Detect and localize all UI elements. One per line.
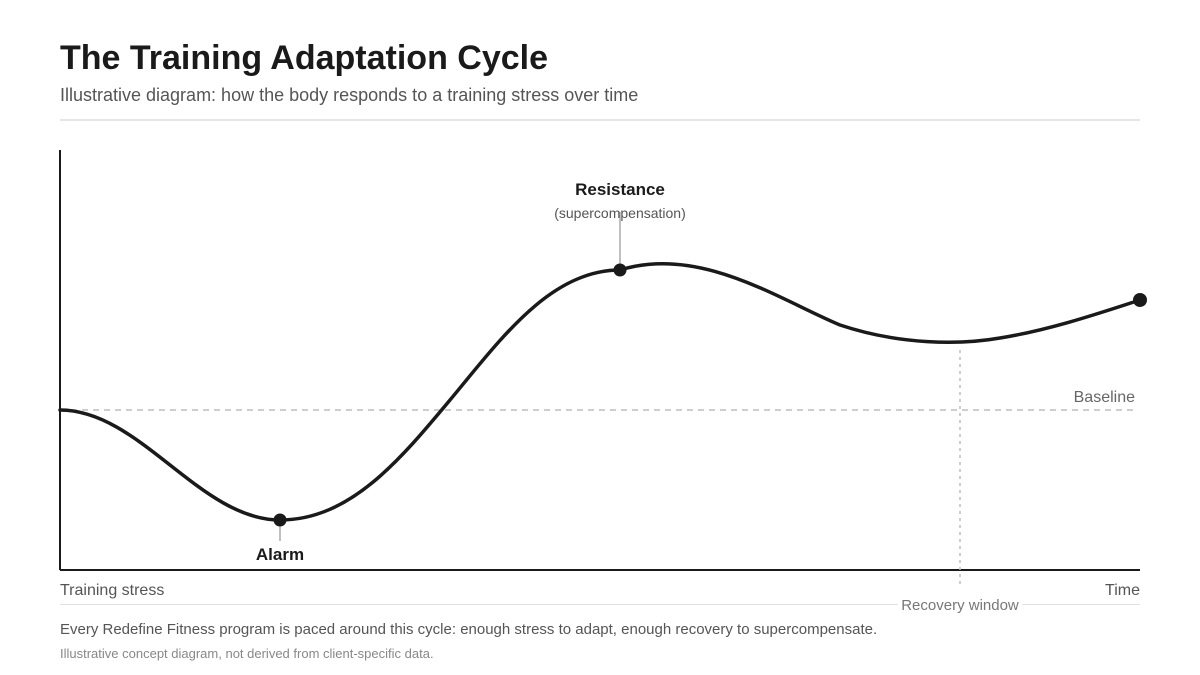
footer-disclaimer: Illustrative concept diagram, not derive… — [60, 646, 434, 661]
page-title: The Training Adaptation Cycle — [60, 39, 549, 77]
x-axis-end-label: Time — [1105, 582, 1140, 599]
adaptation-curve — [58, 261, 1142, 522]
resistance-label: Resistance — [575, 180, 665, 199]
x-axis-start-label: Training stress — [60, 582, 164, 599]
alarm-point — [273, 513, 287, 527]
header-divider — [60, 119, 1140, 121]
resistance-point — [613, 263, 627, 277]
footer-note: Every Redefine Fitness program is paced … — [60, 621, 878, 638]
curve-end-point — [1133, 293, 1147, 307]
alarm-label: Alarm — [256, 545, 304, 564]
baseline-label: Baseline — [1074, 389, 1135, 406]
footer-divider — [60, 604, 1140, 605]
resistance-sublabel: (supercompensation) — [554, 205, 686, 221]
page-subtitle: Illustrative diagram: how the body respo… — [60, 85, 639, 105]
